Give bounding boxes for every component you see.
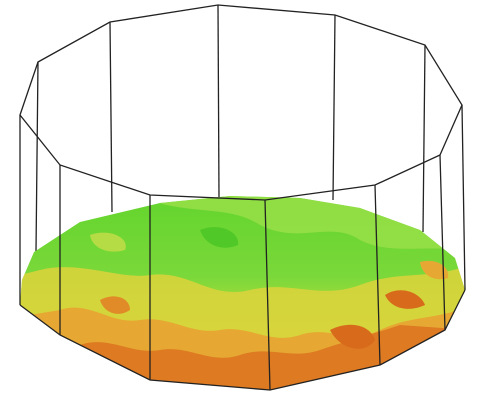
page <box>0 0 477 394</box>
terrain <box>0 180 477 394</box>
scene <box>0 0 477 394</box>
